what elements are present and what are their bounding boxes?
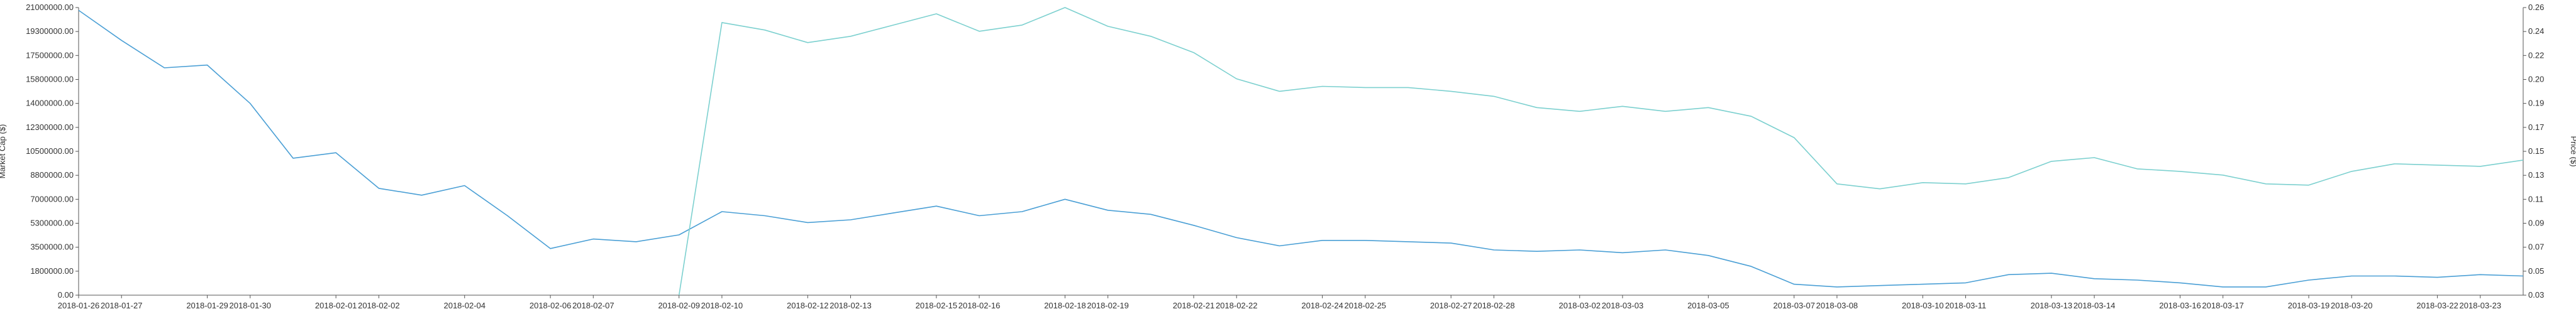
right-y-tick-label: 0.19 — [2528, 99, 2544, 108]
x-tick-label: 2018-02-13 — [830, 301, 872, 310]
x-tick-label: 2018-01-26 — [58, 301, 100, 310]
left-y-tick-label: 15800000.00 — [26, 75, 74, 84]
x-tick-label: 2018-03-05 — [1687, 301, 1729, 310]
price-series-line — [678, 7, 2524, 296]
right-y-axis-ticks: 0.03 0.05 0.07 0.09 0.11 0.13 0.15 0.17 0.19 0.20… — [2523, 3, 2544, 300]
left-y-tick-label: 17500000.00 — [26, 50, 74, 60]
right-y-tick-label: 0.20 — [2528, 75, 2544, 84]
left-y-tick-label: 3500000.00 — [30, 242, 74, 252]
left-y-tick-label: 0.00 — [58, 290, 74, 300]
left-y-tick-label: 12300000.00 — [26, 122, 74, 132]
x-tick-label: 2018-01-30 — [230, 301, 272, 310]
x-tick-label: 2018-03-22 — [2416, 301, 2458, 310]
x-tick-label: 2018-02-18 — [1044, 301, 1086, 310]
x-tick-label: 2018-01-29 — [186, 301, 228, 310]
left-y-tick-label: 1800000.00 — [30, 266, 74, 276]
right-y-tick-label: 0.26 — [2528, 3, 2544, 12]
right-y-tick-label: 0.03 — [2528, 290, 2544, 300]
x-tick-label: 2018-02-25 — [1345, 301, 1387, 310]
x-tick-label: 2018-02-02 — [358, 301, 400, 310]
x-tick-label: 2018-01-27 — [101, 301, 143, 310]
x-tick-label: 2018-02-28 — [1473, 301, 1515, 310]
right-y-axis-title: Price ($) — [2569, 136, 2576, 166]
x-tick-label: 2018-02-07 — [572, 301, 614, 310]
left-y-tick-label: 10500000.00 — [26, 146, 74, 156]
x-tick-label: 2018-03-19 — [2288, 301, 2330, 310]
market-cap-series-line — [78, 9, 2524, 288]
x-tick-label: 2018-03-10 — [1902, 301, 1944, 310]
right-y-tick-label: 0.05 — [2528, 266, 2544, 276]
left-y-tick-label: 21000000.00 — [26, 3, 74, 12]
x-tick-label: 2018-03-20 — [2331, 301, 2373, 310]
right-y-tick-label: 0.09 — [2528, 219, 2544, 228]
x-tick-label: 2018-02-06 — [530, 301, 572, 310]
x-tick-label: 2018-02-10 — [701, 301, 743, 310]
x-tick-label: 2018-02-15 — [916, 301, 958, 310]
x-tick-label: 2018-03-16 — [2159, 301, 2201, 310]
left-y-tick-label: 5300000.00 — [30, 219, 74, 228]
left-y-tick-label: 8800000.00 — [30, 170, 74, 180]
x-tick-label: 2018-02-16 — [958, 301, 1001, 310]
x-tick-label: 2018-03-03 — [1602, 301, 1644, 310]
x-tick-label: 2018-03-07 — [1773, 301, 1815, 310]
series-layer — [78, 7, 2524, 296]
right-y-tick-label: 0.22 — [2528, 50, 2544, 60]
x-tick-label: 2018-03-02 — [1559, 301, 1601, 310]
x-tick-label: 2018-03-14 — [2074, 301, 2116, 310]
x-tick-label: 2018-02-24 — [1301, 301, 1343, 310]
x-tick-label: 2018-02-27 — [1430, 301, 1472, 310]
left-y-tick-label: 14000000.00 — [26, 99, 74, 108]
x-tick-label: 2018-02-21 — [1173, 301, 1215, 310]
right-y-tick-label: 0.15 — [2528, 146, 2544, 156]
axes-layer — [78, 8, 2524, 296]
x-axis-ticks: 2018-01-26 2018-01-27 2018-01-29 2018-01-30… — [58, 295, 2501, 310]
right-y-tick-label: 0.11 — [2528, 194, 2543, 203]
x-tick-label: 2018-03-11 — [1945, 301, 1987, 310]
right-y-tick-label: 0.13 — [2528, 170, 2544, 180]
x-tick-label: 2018-02-01 — [315, 301, 357, 310]
left-y-tick-label: 19300000.00 — [26, 26, 74, 36]
left-y-axis-ticks: 0.00 1800000.00 3500000.00 5300000.00 700000… — [26, 3, 79, 300]
x-tick-label: 2018-03-08 — [1816, 301, 1858, 310]
right-y-tick-label: 0.07 — [2528, 242, 2544, 252]
x-tick-label: 2018-03-13 — [2031, 301, 2073, 310]
x-tick-label: 2018-02-19 — [1087, 301, 1129, 310]
x-tick-label: 2018-03-23 — [2460, 301, 2502, 310]
x-tick-label: 2018-02-12 — [787, 301, 829, 310]
x-tick-label: 2018-03-17 — [2202, 301, 2244, 310]
x-tick-label: 2018-02-22 — [1216, 301, 1258, 310]
right-y-tick-label: 0.17 — [2528, 122, 2544, 132]
left-y-axis-title: Market Cap ($) — [0, 124, 7, 179]
x-tick-label: 2018-02-09 — [658, 301, 700, 310]
x-tick-label: 2018-02-04 — [443, 301, 486, 310]
left-y-tick-label: 7000000.00 — [30, 194, 74, 203]
right-y-tick-label: 0.24 — [2528, 26, 2544, 36]
